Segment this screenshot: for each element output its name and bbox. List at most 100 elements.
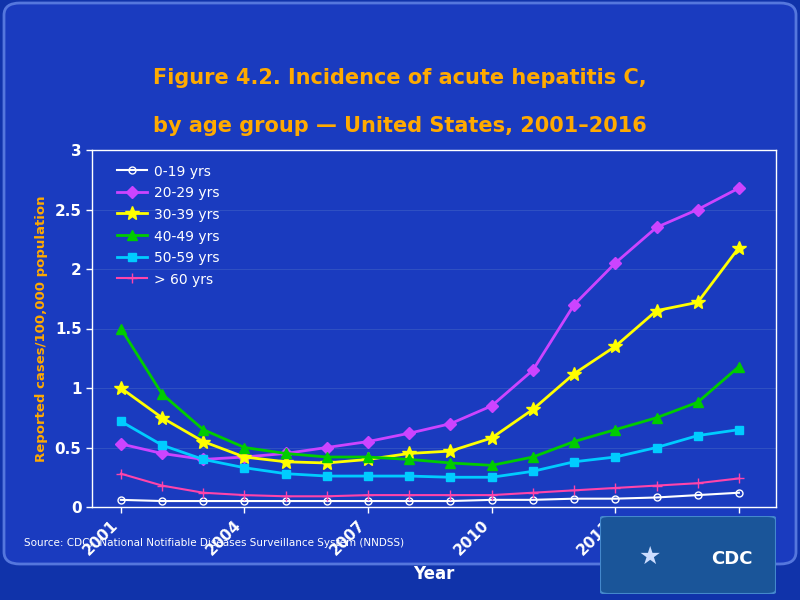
- 0-19 yrs: [610, 495, 620, 502]
- 20-29 yrs: [570, 301, 579, 308]
- 30-39 yrs: [158, 414, 167, 421]
- Text: by age group — United States, 2001–2016: by age group — United States, 2001–2016: [153, 116, 647, 136]
- 30-39 yrs: [405, 450, 414, 457]
- 0-19 yrs: [363, 497, 373, 505]
- 30-39 yrs: [363, 456, 373, 463]
- 30-39 yrs: [528, 406, 538, 413]
- 30-39 yrs: [652, 307, 662, 314]
- 20-29 yrs: [446, 420, 455, 427]
- 30-39 yrs: [116, 385, 126, 392]
- 40-49 yrs: [487, 462, 497, 469]
- 0-19 yrs: [158, 497, 167, 505]
- 0-19 yrs: [487, 496, 497, 503]
- Text: CDC: CDC: [711, 550, 753, 568]
- Line: 30-39 yrs: 30-39 yrs: [114, 241, 746, 470]
- > 60 yrs: [528, 489, 538, 496]
- X-axis label: Year: Year: [414, 565, 454, 583]
- 40-49 yrs: [198, 426, 208, 433]
- 30-39 yrs: [446, 448, 455, 455]
- 20-29 yrs: [734, 184, 744, 191]
- 20-29 yrs: [487, 402, 497, 409]
- 50-59 yrs: [281, 470, 290, 477]
- 30-39 yrs: [693, 299, 702, 306]
- 30-39 yrs: [570, 370, 579, 377]
- > 60 yrs: [734, 475, 744, 482]
- 0-19 yrs: [198, 497, 208, 505]
- > 60 yrs: [487, 491, 497, 499]
- 50-59 yrs: [528, 468, 538, 475]
- > 60 yrs: [405, 491, 414, 499]
- > 60 yrs: [652, 482, 662, 489]
- 0-19 yrs: [446, 497, 455, 505]
- 50-59 yrs: [610, 454, 620, 461]
- 20-29 yrs: [610, 259, 620, 266]
- 30-39 yrs: [240, 454, 250, 461]
- 40-49 yrs: [116, 325, 126, 332]
- Legend: 0-19 yrs, 20-29 yrs, 30-39 yrs, 40-49 yrs, 50-59 yrs, > 60 yrs: 0-19 yrs, 20-29 yrs, 30-39 yrs, 40-49 yr…: [113, 161, 224, 291]
- 0-19 yrs: [322, 497, 332, 505]
- 20-29 yrs: [693, 206, 702, 213]
- FancyBboxPatch shape: [600, 516, 776, 594]
- 20-29 yrs: [240, 454, 250, 461]
- FancyBboxPatch shape: [4, 3, 796, 564]
- 0-19 yrs: [405, 497, 414, 505]
- 40-49 yrs: [405, 456, 414, 463]
- 40-49 yrs: [281, 450, 290, 457]
- 0-19 yrs: [693, 491, 702, 499]
- 0-19 yrs: [528, 496, 538, 503]
- Line: 50-59 yrs: 50-59 yrs: [117, 417, 743, 481]
- 40-49 yrs: [158, 391, 167, 398]
- > 60 yrs: [363, 491, 373, 499]
- > 60 yrs: [610, 484, 620, 491]
- 40-49 yrs: [363, 454, 373, 461]
- > 60 yrs: [281, 493, 290, 500]
- 40-49 yrs: [652, 414, 662, 421]
- 30-39 yrs: [322, 460, 332, 467]
- 50-59 yrs: [487, 473, 497, 481]
- 20-29 yrs: [158, 450, 167, 457]
- 50-59 yrs: [446, 473, 455, 481]
- 20-29 yrs: [652, 224, 662, 231]
- 50-59 yrs: [693, 432, 702, 439]
- 40-49 yrs: [528, 454, 538, 461]
- 30-39 yrs: [487, 434, 497, 442]
- 50-59 yrs: [198, 456, 208, 463]
- Line: 20-29 yrs: 20-29 yrs: [117, 184, 743, 464]
- 0-19 yrs: [116, 496, 126, 503]
- 20-29 yrs: [116, 440, 126, 448]
- 30-39 yrs: [198, 438, 208, 445]
- Y-axis label: Reported cases/100,000 population: Reported cases/100,000 population: [34, 195, 48, 462]
- 50-59 yrs: [116, 418, 126, 425]
- Line: > 60 yrs: > 60 yrs: [116, 469, 744, 501]
- 30-39 yrs: [734, 244, 744, 251]
- Line: 0-19 yrs: 0-19 yrs: [118, 489, 742, 505]
- 50-59 yrs: [158, 442, 167, 449]
- > 60 yrs: [446, 491, 455, 499]
- 50-59 yrs: [734, 426, 744, 433]
- 40-49 yrs: [570, 438, 579, 445]
- 50-59 yrs: [363, 472, 373, 479]
- 40-49 yrs: [446, 460, 455, 467]
- > 60 yrs: [240, 491, 250, 499]
- 40-49 yrs: [610, 426, 620, 433]
- 20-29 yrs: [405, 430, 414, 437]
- 40-49 yrs: [693, 398, 702, 406]
- 50-59 yrs: [652, 444, 662, 451]
- 30-39 yrs: [610, 343, 620, 350]
- 30-39 yrs: [281, 458, 290, 466]
- Line: 40-49 yrs: 40-49 yrs: [116, 323, 744, 470]
- > 60 yrs: [158, 482, 167, 489]
- > 60 yrs: [570, 487, 579, 494]
- 40-49 yrs: [240, 444, 250, 451]
- 20-29 yrs: [322, 444, 332, 451]
- 50-59 yrs: [405, 472, 414, 479]
- 20-29 yrs: [198, 456, 208, 463]
- 20-29 yrs: [528, 367, 538, 374]
- > 60 yrs: [322, 493, 332, 500]
- 0-19 yrs: [240, 497, 250, 505]
- > 60 yrs: [116, 470, 126, 477]
- 0-19 yrs: [281, 497, 290, 505]
- Text: Source: CDC,  National Notifiable Diseases Surveillance System (NNDSS): Source: CDC, National Notifiable Disease…: [24, 538, 404, 548]
- 40-49 yrs: [322, 454, 332, 461]
- 0-19 yrs: [652, 494, 662, 501]
